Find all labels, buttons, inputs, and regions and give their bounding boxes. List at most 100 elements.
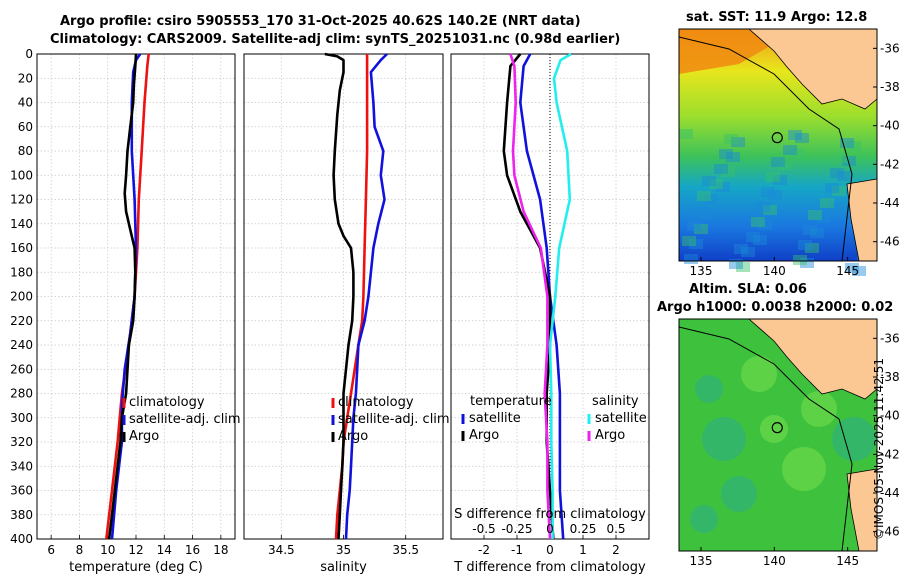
secondary-tick-label: 0.25 — [570, 522, 597, 536]
x-tick-label: 35.5 — [392, 543, 419, 557]
depth-tick-label: 60 — [18, 120, 33, 134]
sla-eddy — [832, 417, 876, 461]
depth-tick-label: 360 — [10, 484, 33, 498]
sst-texture — [840, 138, 854, 148]
sst-texture — [835, 153, 849, 163]
sst-texture — [682, 236, 696, 246]
sst-texture — [820, 198, 834, 208]
depth-tick-label: 320 — [10, 435, 33, 449]
legend-label: satellite-adj. clim — [129, 412, 241, 427]
depth-tick-label: 120 — [10, 193, 33, 207]
map-x-tick-label: 140 — [763, 554, 786, 568]
secondary-tick-label: -0.25 — [501, 522, 532, 536]
sst-texture — [830, 168, 844, 178]
sst-texture — [810, 228, 824, 238]
sst-texture — [679, 129, 693, 139]
x-tick-label: -2 — [478, 543, 490, 557]
sla-map-title-line2: Argo h1000: 0.0038 h2000: 0.02 — [657, 300, 894, 315]
sst-map — [678, 28, 878, 276]
depth-tick-label: 400 — [10, 532, 33, 546]
sst-texture — [716, 182, 730, 192]
sst-texture — [778, 160, 792, 170]
sst-texture — [719, 149, 733, 159]
map-y-tick-label: -38 — [880, 370, 900, 384]
legend-label: Argo — [469, 428, 499, 443]
sst-texture — [751, 217, 765, 227]
x-tick-label: 34.5 — [268, 543, 295, 557]
legend-title-salinity: salinity — [592, 394, 639, 409]
sst-texture — [746, 232, 760, 242]
map-frame — [678, 28, 878, 262]
sst-texture — [741, 247, 755, 257]
sst-texture — [758, 220, 772, 230]
sst-texture — [689, 239, 703, 249]
legend-title-temperature: temperature — [470, 394, 552, 409]
sst-texture — [815, 213, 829, 223]
sst-texture — [852, 266, 866, 276]
map-y-tick-label: -36 — [880, 331, 900, 345]
sst-texture — [783, 145, 797, 155]
series-line — [324, 52, 355, 540]
depth-tick-label: 260 — [10, 362, 33, 376]
x-tick-label: 6 — [47, 543, 55, 557]
legend-label: Argo — [338, 429, 368, 444]
sla-map-title-line1: Altim. SLA: 0.06 — [689, 282, 807, 297]
depth-tick-label: 380 — [10, 508, 33, 522]
sla-eddy — [690, 505, 718, 533]
x-tick-label: 18 — [213, 543, 228, 557]
sla-eddy — [760, 415, 788, 443]
sla-eddy — [721, 476, 757, 512]
sst-texture — [803, 225, 817, 235]
sst-texture — [766, 172, 780, 182]
series-line — [509, 53, 552, 540]
depth-tick-label: 140 — [10, 217, 33, 231]
sst-texture — [714, 164, 728, 174]
depth-tick-label: 220 — [10, 314, 33, 328]
sst-texture — [763, 205, 777, 215]
sst-texture — [726, 152, 740, 162]
sst-texture — [845, 263, 859, 273]
sst-texture — [842, 156, 856, 166]
map-y-tick-label: -46 — [880, 525, 900, 539]
secondary-tick-label: 0.5 — [606, 522, 625, 536]
legend-label: Argo — [595, 428, 625, 443]
sst-texture — [734, 244, 748, 254]
sst-texture — [768, 190, 782, 200]
map-y-tick-label: -36 — [880, 41, 900, 55]
x-tick-label: 16 — [185, 543, 200, 557]
sst-texture — [825, 183, 839, 193]
depth-contour — [678, 326, 853, 552]
depth-tick-label: 240 — [10, 338, 33, 352]
sla-map — [678, 318, 878, 552]
map-x-tick-label: 135 — [690, 554, 713, 568]
map-x-tick-label: 145 — [836, 554, 859, 568]
x-tick-label: 14 — [157, 543, 172, 557]
sst-texture — [731, 137, 745, 147]
x-tick-label: -1 — [511, 543, 523, 557]
map-x-tick-label: 145 — [836, 264, 859, 278]
sst-texture — [788, 130, 802, 140]
series-line — [518, 53, 565, 540]
figure-title-line2: Climatology: CARS2009. Satellite-adj cli… — [50, 32, 621, 47]
depth-tick-label: 20 — [18, 71, 33, 85]
legend-label: satellite — [469, 411, 521, 426]
sst-texture — [704, 194, 718, 204]
sst-texture — [721, 167, 735, 177]
secondary-axis-label: S difference from climatology — [454, 507, 646, 522]
panel-frame — [243, 53, 444, 540]
x-axis-label: salinity — [320, 560, 367, 575]
sst-texture — [798, 240, 812, 250]
sst-texture — [808, 210, 822, 220]
sst-texture — [709, 179, 723, 189]
legend-label: Argo — [129, 429, 159, 444]
depth-tick-label: 0 — [25, 47, 33, 61]
secondary-tick-label: 0 — [546, 522, 554, 536]
sst-texture — [805, 243, 819, 253]
sst-texture — [773, 175, 787, 185]
sst-texture — [761, 187, 775, 197]
sst-texture — [832, 186, 846, 196]
map-y-tick-label: -44 — [880, 196, 900, 210]
sst-texture — [793, 255, 807, 265]
sst-texture — [697, 191, 711, 201]
